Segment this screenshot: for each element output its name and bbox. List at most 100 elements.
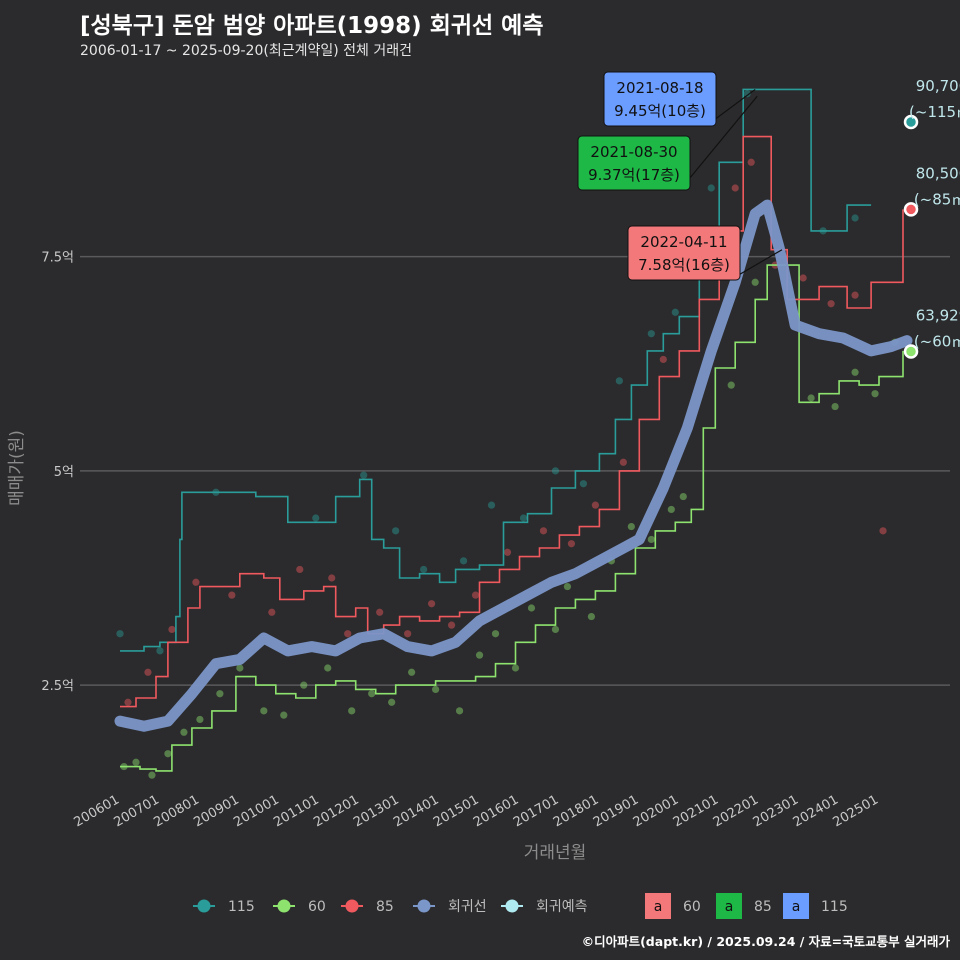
scatter-point-85-25: [827, 300, 835, 308]
legend-label-3: 회귀선: [448, 899, 487, 915]
scatter-point-115-5: [392, 527, 400, 535]
source-footer: ©디아파트(dapt.kr) / 2025.09.24 / 자료=국토교통부 실…: [581, 934, 950, 949]
scatter-point-115-15: [707, 184, 715, 192]
y-tick-label-0: 2.5억: [41, 679, 74, 694]
end-label-area-115: (~115㎡): [909, 103, 960, 121]
legend-box-2: [783, 893, 809, 919]
y-axis-title: 매매가(원): [7, 430, 27, 506]
legend-box-0: [645, 893, 671, 919]
x-tick-label-202101: 202101: [671, 792, 721, 830]
x-tick-label-201101: 201101: [271, 792, 321, 830]
end-label-value-85: 80,500: [916, 164, 960, 182]
scatter-point-60-26: [627, 522, 635, 531]
scatter-point-85-0: [124, 698, 132, 706]
scatter-point-60-20: [511, 664, 520, 672]
callout-price-85: 9.37억(17층): [588, 166, 680, 184]
series-line-85: [120, 135, 904, 708]
scatter-point-60-23: [563, 582, 572, 591]
legend-label-1: 60: [308, 899, 326, 915]
x-tick-label-201201: 201201: [311, 792, 361, 830]
scatter-point-115-7: [459, 557, 468, 565]
legend-box-label-0: 60: [683, 899, 701, 915]
scatter-point-115-9: [519, 514, 528, 522]
scatter-point-60-15: [408, 668, 416, 676]
x-tick-label-200801: 200801: [151, 792, 201, 830]
callout-leader-85: [679, 95, 758, 191]
scatter-point-85-1: [144, 668, 152, 676]
legend-label-2: 85: [376, 899, 394, 915]
series-line-60: [120, 264, 904, 772]
end-point-60: [903, 344, 919, 359]
scatter-point-60-1: [132, 758, 140, 766]
callout-price-60: 7.58억(16층): [638, 256, 730, 274]
callout-date-85: 2021-08-30: [590, 143, 677, 161]
scatter-point-60-28: [667, 505, 675, 514]
scatter-point-60-27: [647, 535, 655, 544]
scatter-point-85-19: [659, 355, 667, 364]
legend-box-letter-2: a: [792, 899, 801, 915]
x-tick-label-200901: 200901: [191, 792, 241, 830]
x-tick-label-202501: 202501: [831, 792, 881, 830]
scatter-point-85-15: [539, 527, 548, 535]
scatter-point-60-32: [807, 394, 815, 402]
scatter-point-60-18: [475, 651, 484, 659]
legend-box-1: [716, 893, 742, 919]
x-tick-label-201601: 201601: [471, 792, 521, 830]
x-tick-label-202301: 202301: [751, 792, 801, 830]
scatter-point-115-6: [420, 565, 428, 574]
scatter-point-60-33: [831, 402, 839, 411]
scatter-point-85-26: [851, 291, 859, 299]
scatter-point-115-12: [615, 377, 623, 385]
x-tick-label-201501: 201501: [431, 792, 481, 830]
scatter-point-60-31: [751, 278, 759, 286]
scatter-point-60-10: [300, 681, 308, 689]
scatter-point-115-16: [743, 90, 751, 98]
series-line-115: [120, 88, 872, 652]
legend-box-label-1: 85: [754, 899, 772, 915]
scatter-point-85-3: [192, 578, 200, 586]
legend-marker-4: [505, 899, 519, 913]
scatter-point-85-14: [503, 548, 512, 556]
scatter-point-60-22: [551, 625, 560, 634]
scatter-point-85-21: [731, 184, 739, 192]
end-point-115: [903, 114, 919, 130]
scatter-point-85-10: [404, 630, 412, 638]
scatter-point-85-5: [268, 608, 276, 616]
callout-date-60: 2022-04-11: [640, 233, 727, 251]
legend-marker-2: [345, 899, 359, 913]
scatter-point-85-2: [168, 625, 176, 634]
callout-price-115: 9.45억(10층): [614, 102, 706, 120]
scatter-point-60-3: [164, 750, 172, 758]
x-tick-label-202001: 202001: [631, 792, 681, 830]
scatter-point-115-4: [360, 471, 368, 479]
x-tick-label-201301: 201301: [351, 792, 401, 830]
legend-label-4: 회귀예측: [536, 899, 588, 915]
scatter-point-85-13: [471, 591, 480, 599]
x-tick-label-200601: 200601: [72, 792, 122, 830]
scatter-point-85-12: [447, 621, 456, 629]
scatter-point-115-0: [116, 630, 124, 638]
legend-marker-3: [417, 899, 431, 913]
scatter-point-60-4: [180, 728, 188, 736]
x-tick-label-200701: 200701: [111, 792, 161, 830]
scatter-point-60-12: [348, 707, 356, 715]
scatter-point-60-19: [491, 630, 500, 638]
scatter-point-85-18: [619, 458, 627, 466]
legend-box-letter-1: a: [725, 899, 734, 915]
x-tick-label-202201: 202201: [711, 792, 761, 830]
scatter-point-60-17: [455, 707, 464, 715]
legend-marker-0: [197, 899, 211, 913]
scatter-point-85-8: [344, 630, 352, 638]
x-tick-label-201901: 201901: [591, 792, 641, 830]
scatter-point-85-6: [296, 565, 304, 574]
scatter-point-115-1: [156, 647, 164, 655]
scatter-point-60-13: [368, 690, 376, 698]
x-tick-label-201401: 201401: [391, 792, 441, 830]
scatter-point-60-34: [851, 368, 859, 376]
scatter-point-85-16: [567, 540, 576, 548]
scatter-point-60-30: [727, 381, 735, 389]
scatter-point-60-21: [527, 604, 536, 612]
end-label-value-60: 63,929: [916, 306, 960, 324]
end-label-area-85: (~85㎡): [914, 190, 960, 208]
